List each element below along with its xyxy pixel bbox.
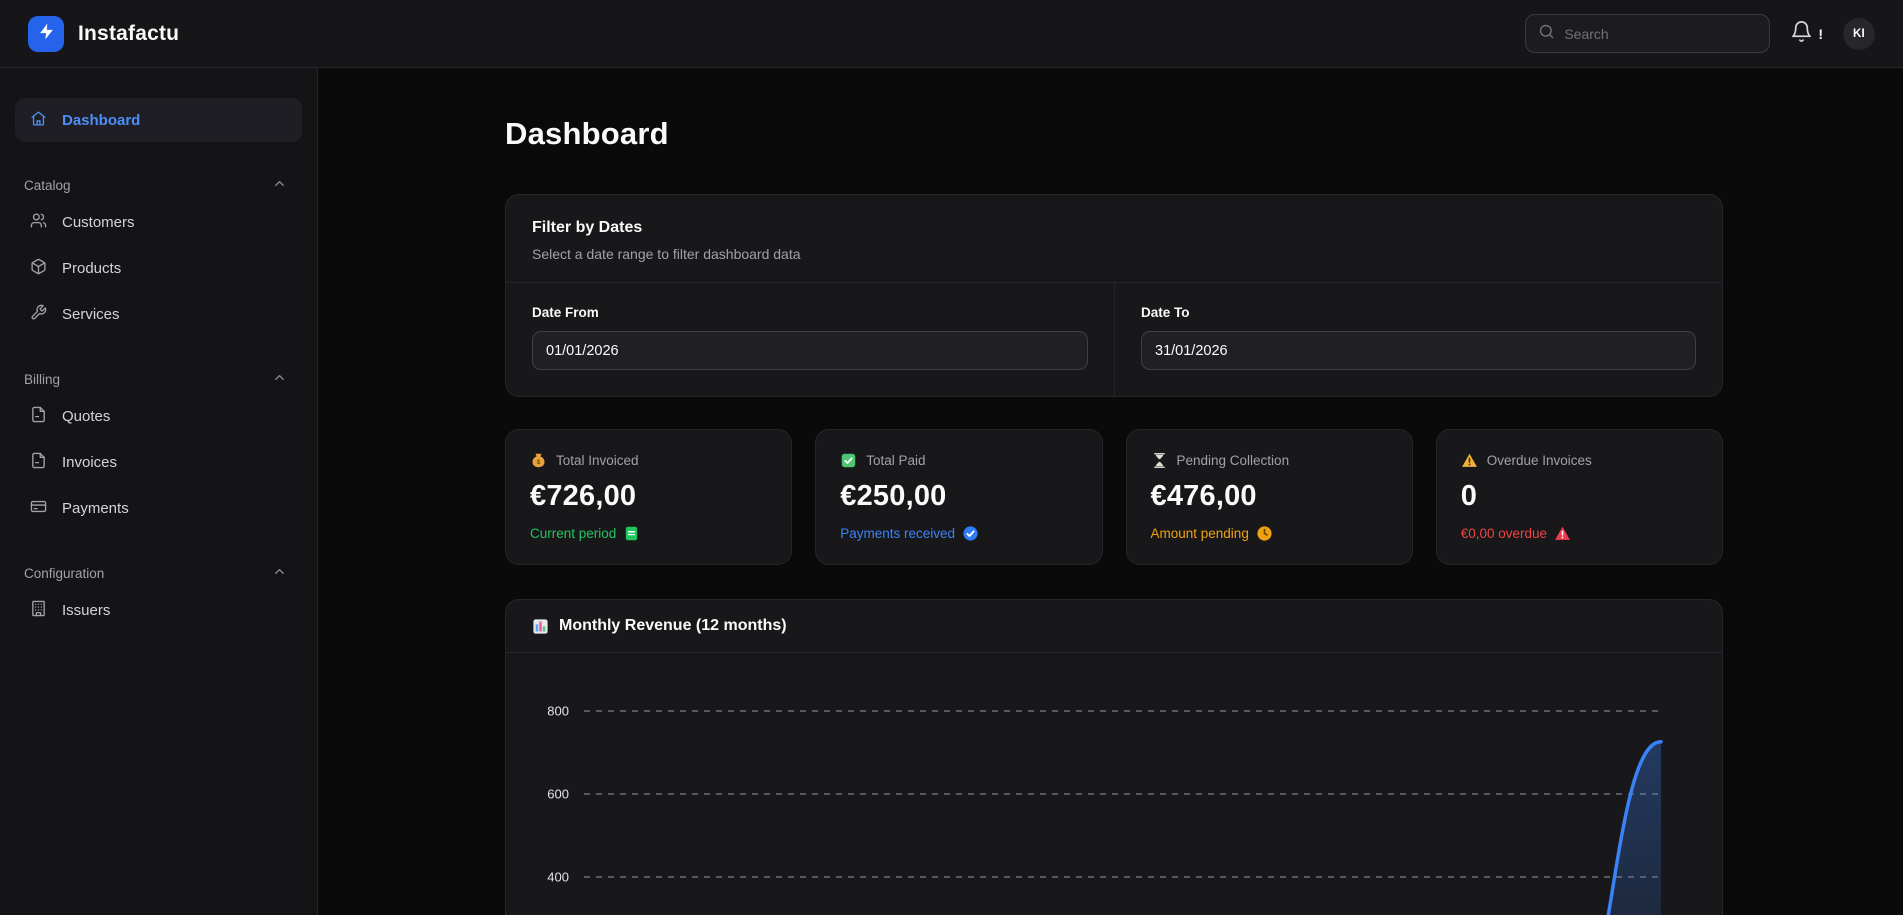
svg-text:400: 400 bbox=[547, 870, 569, 885]
sidebar-item-label: Dashboard bbox=[62, 111, 141, 129]
date-to-label: Date To bbox=[1141, 305, 1190, 320]
stat-footer-text: Payments received bbox=[840, 526, 956, 541]
filter-card-title: Filter by Dates bbox=[532, 219, 643, 236]
divider bbox=[506, 282, 1722, 283]
lightning-bolt-icon bbox=[37, 22, 56, 46]
sidebar: Dashboard Catalog Customers Products bbox=[0, 68, 318, 915]
monthly-revenue-card: Monthly Revenue (12 months) 800600400200 bbox=[505, 599, 1723, 915]
sidebar-item-quotes[interactable]: Quotes bbox=[15, 394, 302, 438]
file-text-icon bbox=[30, 406, 47, 427]
sidebar-item-label: Issuers bbox=[62, 601, 111, 619]
check-square-icon bbox=[842, 453, 856, 468]
notifications-button[interactable]: ! bbox=[1790, 20, 1823, 48]
app-name: Instafactu bbox=[78, 21, 180, 45]
app-logo bbox=[28, 15, 64, 52]
sidebar-item-label: Products bbox=[62, 259, 122, 277]
chart-title: Monthly Revenue (12 months) bbox=[559, 617, 787, 634]
stat-label: Pending Collection bbox=[1176, 453, 1290, 468]
date-from-label: Date From bbox=[532, 305, 599, 320]
warning-triangle-red-icon bbox=[1555, 526, 1571, 540]
stat-footer-text: Amount pending bbox=[1150, 526, 1249, 541]
filter-by-dates-card: Filter by Dates Select a date range to f… bbox=[505, 194, 1723, 397]
file-text-icon bbox=[30, 452, 47, 473]
stat-label: Total Paid bbox=[866, 453, 926, 468]
stat-card-pending-collection: Pending Collection €476,00 Amount pendin… bbox=[1125, 429, 1413, 565]
package-icon bbox=[30, 258, 47, 279]
sidebar-item-products[interactable]: Products bbox=[15, 246, 302, 290]
stat-value: 0 bbox=[1460, 480, 1478, 512]
search-icon bbox=[1538, 23, 1555, 45]
stat-card-total-invoiced: $ Total Invoiced €726,00 Current period bbox=[505, 429, 793, 565]
topbar: Instafactu ! KI bbox=[0, 0, 1903, 68]
building-icon bbox=[30, 600, 47, 621]
divider bbox=[506, 652, 1722, 653]
stat-value: €726,00 bbox=[530, 480, 637, 512]
document-icon bbox=[626, 526, 638, 541]
date-from-input[interactable] bbox=[532, 331, 1088, 370]
section-label: Configuration bbox=[24, 565, 105, 581]
tools-icon bbox=[30, 304, 47, 325]
sidebar-item-invoices[interactable]: Invoices bbox=[15, 440, 302, 484]
notification-alert: ! bbox=[1818, 25, 1823, 42]
search-box[interactable] bbox=[1525, 14, 1771, 53]
date-to-input[interactable] bbox=[1141, 331, 1696, 370]
sidebar-item-label: Services bbox=[62, 305, 120, 323]
clock-icon bbox=[1257, 526, 1272, 541]
stat-footer-text: Current period bbox=[530, 526, 617, 541]
stat-card-total-paid: Total Paid €250,00 Payments received bbox=[815, 429, 1103, 565]
sidebar-item-label: Invoices bbox=[62, 453, 118, 471]
stats-row: $ Total Invoiced €726,00 Current period bbox=[505, 429, 1723, 565]
stat-value: €476,00 bbox=[1150, 480, 1257, 512]
hourglass-icon bbox=[1153, 452, 1165, 469]
avatar[interactable]: KI bbox=[1843, 17, 1875, 50]
chevron-up-icon bbox=[272, 564, 287, 582]
page-title: Dashboard bbox=[505, 116, 669, 151]
stat-label: Overdue Invoices bbox=[1486, 453, 1592, 468]
stat-label: Total Invoiced bbox=[556, 453, 639, 468]
bar-chart-icon bbox=[533, 618, 548, 634]
sidebar-item-label: Payments bbox=[62, 499, 129, 517]
chevron-up-icon bbox=[272, 370, 287, 388]
stat-footer-text: €0,00 overdue bbox=[1460, 526, 1548, 541]
revenue-chart: 800600400200 bbox=[506, 653, 1722, 915]
stat-card-overdue-invoices: Overdue Invoices 0 €0,00 overdue bbox=[1435, 429, 1723, 565]
svg-text:800: 800 bbox=[547, 704, 569, 719]
sidebar-item-dashboard[interactable]: Dashboard bbox=[15, 98, 302, 142]
sidebar-section-billing[interactable]: Billing bbox=[24, 370, 287, 388]
section-label: Catalog bbox=[24, 177, 71, 193]
sidebar-section-configuration[interactable]: Configuration bbox=[24, 564, 287, 582]
chevron-up-icon bbox=[272, 176, 287, 194]
svg-text:$: $ bbox=[537, 459, 541, 466]
search-input[interactable] bbox=[1564, 25, 1758, 42]
bell-icon bbox=[1790, 20, 1813, 48]
sidebar-item-label: Customers bbox=[62, 213, 135, 231]
users-icon bbox=[30, 212, 47, 233]
stat-value: €250,00 bbox=[840, 480, 947, 512]
filter-card-subtitle: Select a date range to filter dashboard … bbox=[532, 246, 801, 262]
verified-check-icon bbox=[963, 526, 978, 541]
section-label: Billing bbox=[24, 371, 61, 387]
credit-card-icon bbox=[30, 498, 47, 519]
sidebar-section-catalog[interactable]: Catalog bbox=[24, 176, 287, 194]
svg-text:600: 600 bbox=[547, 787, 569, 802]
sidebar-item-services[interactable]: Services bbox=[15, 292, 302, 336]
money-bag-icon: $ bbox=[532, 453, 545, 468]
sidebar-item-issuers[interactable]: Issuers bbox=[15, 588, 302, 632]
home-icon bbox=[30, 110, 47, 131]
main-content: Dashboard Filter by Dates Select a date … bbox=[318, 68, 1903, 915]
sidebar-item-customers[interactable]: Customers bbox=[15, 200, 302, 244]
warning-triangle-icon bbox=[1461, 453, 1477, 467]
sidebar-item-label: Quotes bbox=[62, 407, 111, 425]
sidebar-item-payments[interactable]: Payments bbox=[15, 486, 302, 530]
